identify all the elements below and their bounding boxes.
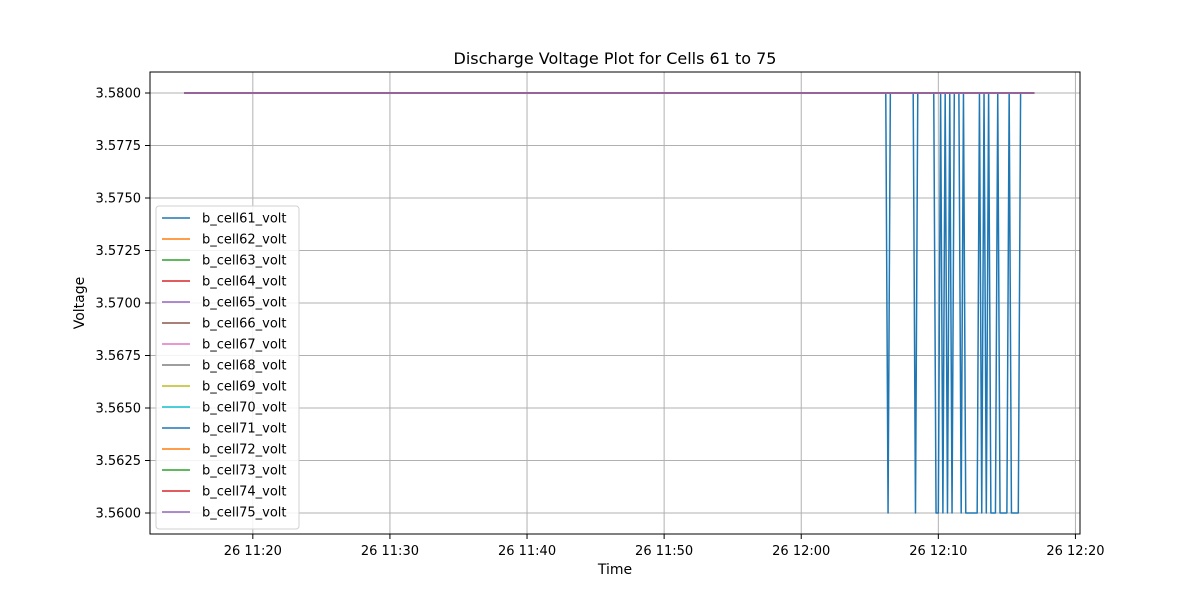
y-tick-label: 3.5600 [96,507,142,522]
y-tick-label: 3.5700 [96,297,142,312]
legend-label: b_cell69_volt [202,380,287,395]
legend-label: b_cell61_volt [202,212,287,227]
y-tick-label: 3.5800 [96,87,142,102]
x-tick-label: 26 11:20 [224,544,282,559]
y-tick-label: 3.5650 [96,402,142,417]
legend-label: b_cell65_volt [202,296,287,311]
x-tick-label: 26 12:20 [1046,544,1104,559]
legend-label: b_cell73_volt [202,464,287,479]
axis-ticks: 26 11:20 26 11:30 26 11:40 26 11:50 26 12:00… [96,87,1105,560]
y-tick-label: 3.5725 [96,244,142,259]
y-axis-label: Voltage [72,277,88,330]
legend-box [155,205,300,530]
legend-label: b_cell71_volt [202,422,287,437]
y-tick-label: 3.5625 [96,454,142,469]
y-tick-label: 3.5775 [96,139,142,154]
series-lines [184,92,1035,514]
x-axis-label: Time [597,562,632,578]
x-tick-label: 26 11:50 [635,544,693,559]
legend-label: b_cell67_volt [202,338,287,353]
x-tick-label: 26 11:30 [361,544,419,559]
legend-label: b_cell68_volt [202,359,287,374]
y-tick-label: 3.5750 [96,192,142,207]
legend-label: b_cell70_volt [202,401,287,416]
legend-label: b_cell72_volt [202,443,287,458]
x-tick-label: 26 11:40 [498,544,556,559]
legend-label: b_cell74_volt [202,485,287,500]
legend-label: b_cell75_volt [202,506,287,521]
x-tick-label: 26 12:10 [909,544,967,559]
legend-label: b_cell64_volt [202,275,287,290]
legend: b_cell61_volt b_cell62_volt b_cell63_voltb… [155,205,300,530]
chart-title: Discharge Voltage Plot for Cells 61 to 7… [454,49,777,68]
legend-label: b_cell62_volt [202,233,287,248]
x-tick-label: 26 12:00 [772,544,830,559]
legend-label: b_cell63_volt [202,254,287,269]
legend-label: b_cell66_volt [202,317,287,332]
y-tick-label: 3.5675 [96,349,142,364]
